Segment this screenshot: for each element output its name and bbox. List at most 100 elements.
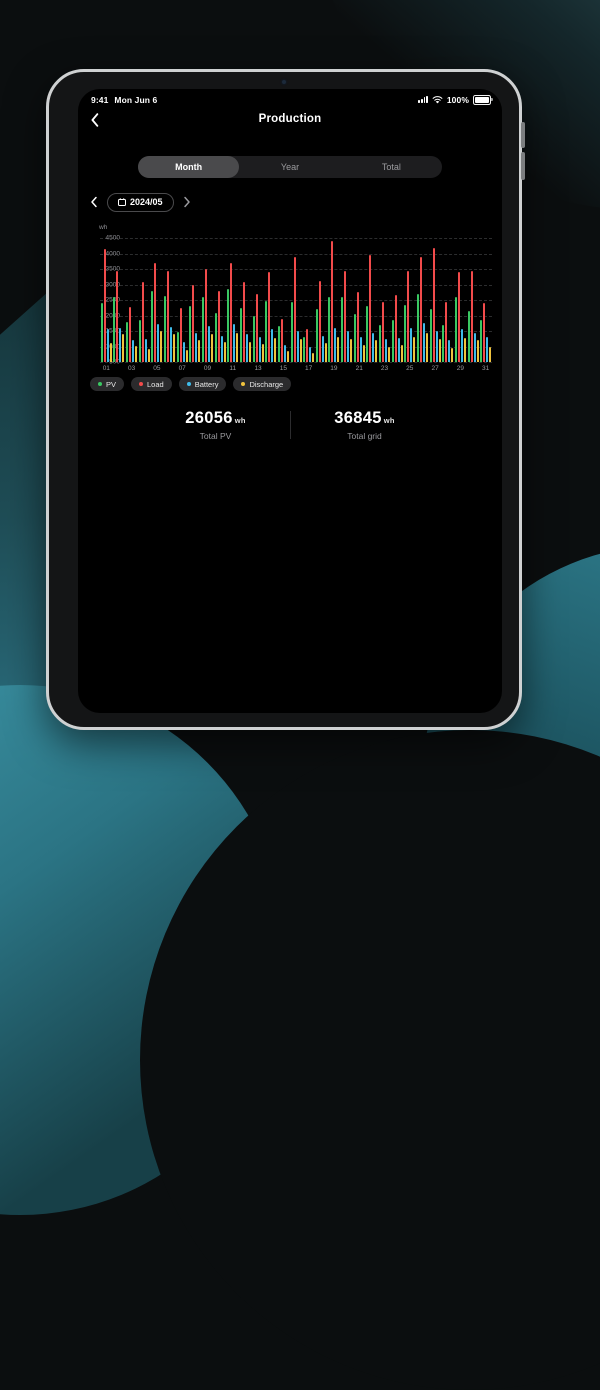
- chart-bar-battery-09: [207, 325, 210, 362]
- legend-label: Battery: [194, 379, 219, 389]
- chart-bar-load-26: [419, 256, 422, 362]
- x-axis-tick-label: 29: [456, 365, 464, 372]
- chart-bar-battery-26: [422, 323, 425, 362]
- chart-bar-discharge-21: [362, 344, 365, 362]
- chart-bar-discharge-20: [350, 338, 353, 362]
- chart-bar-discharge-23: [388, 346, 391, 362]
- gridline: [100, 238, 492, 239]
- legend-dot-icon: [98, 382, 102, 386]
- cellular-signal-icon: [418, 96, 428, 103]
- chart-bar-pv-23: [379, 324, 382, 362]
- legend-pill-load[interactable]: Load: [131, 377, 172, 391]
- x-axis-tick-label: 27: [431, 365, 439, 372]
- gridline: [100, 300, 492, 301]
- chart-bar-pv-04: [138, 320, 141, 362]
- chart-bar-load-02: [116, 270, 119, 362]
- y-axis-tick-label: 4000: [105, 250, 120, 257]
- x-axis-tick-label: 21: [355, 365, 363, 372]
- chart-bar-battery-05: [157, 324, 160, 362]
- legend-pill-pv[interactable]: PV: [90, 377, 125, 391]
- tab-month[interactable]: Month: [138, 156, 240, 178]
- chart-bar-discharge-16: [299, 338, 302, 362]
- volume-up-button[interactable]: [521, 122, 525, 148]
- chart-bar-discharge-24: [400, 344, 403, 362]
- tab-year[interactable]: Year: [280, 162, 300, 172]
- chart-bar-discharge-19: [337, 337, 340, 362]
- chart-bar-load-28: [445, 301, 448, 362]
- chart-bar-pv-11: [227, 289, 230, 362]
- chart-bar-battery-08: [195, 332, 198, 362]
- chart-bar-battery-02: [119, 327, 122, 362]
- chart-bar-load-03: [129, 307, 132, 362]
- back-chevron-icon[interactable]: [89, 113, 101, 127]
- chart-bar-pv-12: [239, 308, 242, 362]
- total-pv-value: 26056 wh: [185, 409, 246, 427]
- chart-bar-battery-14: [271, 329, 274, 362]
- gridline: [100, 346, 492, 348]
- x-axis-tick-label: 19: [330, 365, 338, 372]
- x-axis-tick-label: 31: [482, 365, 490, 372]
- chart-bar-battery-03: [132, 340, 135, 362]
- y-axis-tick-label: 2000: [100, 312, 120, 319]
- period-tabs: Month Year Total: [138, 156, 442, 178]
- chart-bar-discharge-01: [109, 343, 112, 362]
- next-month-icon[interactable]: [183, 196, 191, 208]
- chart-bar-battery-21: [359, 337, 362, 362]
- gridline: [100, 284, 492, 286]
- chart-bar-battery-06: [170, 327, 173, 362]
- chart-bar-discharge-29: [463, 337, 466, 362]
- y-axis-tick-label: 1500: [100, 328, 120, 335]
- tab-total[interactable]: Total: [381, 162, 401, 172]
- legend-pill-discharge[interactable]: Discharge: [233, 377, 292, 391]
- status-time: 9:41: [91, 94, 109, 105]
- total-grid-value: 36845 wh: [334, 409, 395, 427]
- y-axis-unit-label: wh: [99, 224, 108, 231]
- x-axis-tick-label: 01: [102, 365, 110, 372]
- chart-bar-load-20: [344, 270, 347, 362]
- chart-bar-battery-20: [347, 331, 350, 362]
- y-axis-tick-label: 2500: [100, 297, 120, 304]
- chart-bar-discharge-13: [261, 344, 264, 362]
- previous-month-icon[interactable]: [90, 196, 98, 208]
- chart-bar-load-31: [483, 303, 486, 362]
- chart-bar-discharge-11: [236, 332, 239, 362]
- chart-bar-pv-22: [366, 306, 369, 362]
- volume-down-button[interactable]: [521, 152, 525, 180]
- chart-bar-battery-23: [385, 338, 388, 362]
- front-camera: [282, 80, 286, 84]
- chart-bar-load-25: [407, 270, 410, 362]
- chart-bar-battery-04: [144, 339, 147, 362]
- chart-bar-pv-01: [100, 303, 103, 362]
- chart-bar-battery-13: [258, 337, 261, 362]
- date-pill[interactable]: 2024/05: [107, 192, 174, 212]
- legend-pill-battery[interactable]: Battery: [178, 377, 227, 391]
- chart-bar-battery-22: [372, 332, 375, 362]
- chart-bar-discharge-15: [286, 351, 289, 362]
- gridline: [100, 362, 492, 363]
- status-date: Mon Jun 6: [114, 94, 158, 105]
- chart-bar-pv-17: [303, 337, 306, 362]
- chart-bar-battery-27: [435, 331, 438, 362]
- chart-bar-pv-09: [201, 296, 204, 362]
- chart-bar-pv-07: [176, 332, 179, 362]
- x-axis-tick-label: 13: [254, 365, 262, 372]
- chart-bar-discharge-10: [223, 342, 226, 362]
- y-axis-tick-label: 500: [109, 358, 120, 366]
- app-screen: 9:41 Mon Jun 6 100% Production: [78, 89, 502, 713]
- chart-bar-battery-19: [334, 327, 337, 362]
- total-pv: 26056 wh Total PV: [168, 409, 264, 441]
- chart-bar-load-08: [192, 284, 195, 362]
- chart-bar-load-07: [179, 307, 182, 362]
- chart-bar-load-24: [394, 295, 397, 362]
- chart-bar-discharge-08: [198, 340, 201, 362]
- nav-header: Production: [78, 111, 502, 131]
- chart-bar-pv-29: [454, 296, 457, 362]
- totals-row: 26056 wh Total PV 36845 wh Total grid: [78, 409, 502, 441]
- chart-bar-discharge-18: [324, 343, 327, 362]
- chart-bar-load-14: [268, 272, 271, 362]
- chart-bar-discharge-02: [122, 334, 125, 362]
- x-axis-tick-label: 05: [153, 365, 161, 372]
- chart-bar-battery-16: [296, 331, 299, 362]
- legend-dot-icon: [241, 382, 246, 386]
- chart-bar-discharge-03: [135, 345, 138, 362]
